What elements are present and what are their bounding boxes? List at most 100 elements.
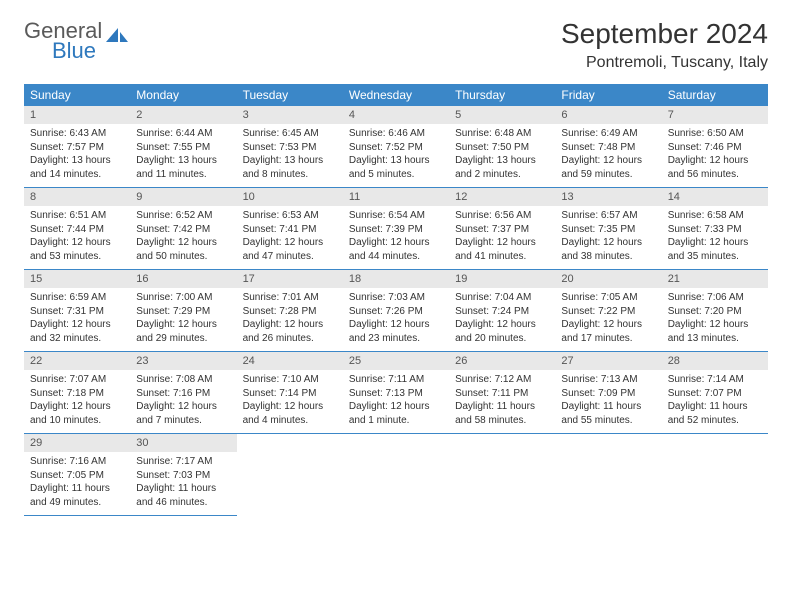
day-number: 26 — [449, 352, 555, 370]
day-number: 16 — [130, 270, 236, 288]
calendar-cell: 9Sunrise: 6:52 AMSunset: 7:42 PMDaylight… — [130, 188, 236, 270]
day-number: 4 — [343, 106, 449, 124]
day-number: 5 — [449, 106, 555, 124]
sunrise-text: Sunrise: 6:43 AM — [30, 127, 124, 141]
day-number: 23 — [130, 352, 236, 370]
daylight-text: Daylight: 13 hours — [136, 154, 230, 168]
day-details: Sunrise: 7:03 AMSunset: 7:26 PMDaylight:… — [343, 288, 449, 351]
day-number: 21 — [662, 270, 768, 288]
calendar-cell: 25Sunrise: 7:11 AMSunset: 7:13 PMDayligh… — [343, 352, 449, 434]
daylight-text: Daylight: 13 hours — [455, 154, 549, 168]
daylight-text: and 50 minutes. — [136, 250, 230, 264]
daylight-text: Daylight: 12 hours — [30, 318, 124, 332]
daylight-text: Daylight: 12 hours — [30, 400, 124, 414]
sunrise-text: Sunrise: 7:17 AM — [136, 455, 230, 469]
day-number: 15 — [24, 270, 130, 288]
daylight-text: Daylight: 12 hours — [243, 318, 337, 332]
calendar-cell: 13Sunrise: 6:57 AMSunset: 7:35 PMDayligh… — [555, 188, 661, 270]
day-number: 11 — [343, 188, 449, 206]
day-details: Sunrise: 6:52 AMSunset: 7:42 PMDaylight:… — [130, 206, 236, 269]
calendar-row: 15Sunrise: 6:59 AMSunset: 7:31 PMDayligh… — [24, 270, 768, 352]
sunrise-text: Sunrise: 7:14 AM — [668, 373, 762, 387]
calendar-cell — [662, 434, 768, 516]
day-details: Sunrise: 6:43 AMSunset: 7:57 PMDaylight:… — [24, 124, 130, 187]
sunset-text: Sunset: 7:22 PM — [561, 305, 655, 319]
day-details: Sunrise: 6:59 AMSunset: 7:31 PMDaylight:… — [24, 288, 130, 351]
sunset-text: Sunset: 7:13 PM — [349, 387, 443, 401]
calendar-cell: 30Sunrise: 7:17 AMSunset: 7:03 PMDayligh… — [130, 434, 236, 516]
day-details: Sunrise: 7:07 AMSunset: 7:18 PMDaylight:… — [24, 370, 130, 433]
day-details: Sunrise: 7:14 AMSunset: 7:07 PMDaylight:… — [662, 370, 768, 433]
daylight-text: Daylight: 12 hours — [561, 154, 655, 168]
sunrise-text: Sunrise: 6:57 AM — [561, 209, 655, 223]
sunset-text: Sunset: 7:53 PM — [243, 141, 337, 155]
sunrise-text: Sunrise: 7:04 AM — [455, 291, 549, 305]
day-details: Sunrise: 7:12 AMSunset: 7:11 PMDaylight:… — [449, 370, 555, 433]
sunrise-text: Sunrise: 6:54 AM — [349, 209, 443, 223]
day-number: 25 — [343, 352, 449, 370]
day-details: Sunrise: 6:44 AMSunset: 7:55 PMDaylight:… — [130, 124, 236, 187]
calendar-cell: 29Sunrise: 7:16 AMSunset: 7:05 PMDayligh… — [24, 434, 130, 516]
calendar-cell: 8Sunrise: 6:51 AMSunset: 7:44 PMDaylight… — [24, 188, 130, 270]
weekday-header: Monday — [130, 84, 236, 106]
weekday-header: Saturday — [662, 84, 768, 106]
day-details: Sunrise: 6:54 AMSunset: 7:39 PMDaylight:… — [343, 206, 449, 269]
daylight-text: Daylight: 13 hours — [243, 154, 337, 168]
sunrise-text: Sunrise: 7:03 AM — [349, 291, 443, 305]
calendar-cell: 12Sunrise: 6:56 AMSunset: 7:37 PMDayligh… — [449, 188, 555, 270]
daylight-text: Daylight: 12 hours — [668, 318, 762, 332]
sunset-text: Sunset: 7:39 PM — [349, 223, 443, 237]
calendar-cell — [555, 434, 661, 516]
sunset-text: Sunset: 7:16 PM — [136, 387, 230, 401]
daylight-text: and 13 minutes. — [668, 332, 762, 346]
sunrise-text: Sunrise: 7:16 AM — [30, 455, 124, 469]
day-number: 8 — [24, 188, 130, 206]
calendar-row: 29Sunrise: 7:16 AMSunset: 7:05 PMDayligh… — [24, 434, 768, 516]
daylight-text: and 4 minutes. — [243, 414, 337, 428]
day-number: 14 — [662, 188, 768, 206]
daylight-text: Daylight: 12 hours — [349, 236, 443, 250]
sunrise-text: Sunrise: 6:59 AM — [30, 291, 124, 305]
sunrise-text: Sunrise: 6:51 AM — [30, 209, 124, 223]
calendar-page: GeneralBlue September 2024 Pontremoli, T… — [0, 0, 792, 534]
daylight-text: and 26 minutes. — [243, 332, 337, 346]
day-details: Sunrise: 7:13 AMSunset: 7:09 PMDaylight:… — [555, 370, 661, 433]
daylight-text: and 47 minutes. — [243, 250, 337, 264]
sunrise-text: Sunrise: 7:08 AM — [136, 373, 230, 387]
calendar-cell: 23Sunrise: 7:08 AMSunset: 7:16 PMDayligh… — [130, 352, 236, 434]
daylight-text: and 49 minutes. — [30, 496, 124, 510]
day-details: Sunrise: 6:46 AMSunset: 7:52 PMDaylight:… — [343, 124, 449, 187]
sunrise-text: Sunrise: 7:13 AM — [561, 373, 655, 387]
sunset-text: Sunset: 7:03 PM — [136, 469, 230, 483]
day-details: Sunrise: 7:16 AMSunset: 7:05 PMDaylight:… — [24, 452, 130, 515]
day-number: 27 — [555, 352, 661, 370]
calendar-cell — [343, 434, 449, 516]
calendar-cell: 6Sunrise: 6:49 AMSunset: 7:48 PMDaylight… — [555, 106, 661, 188]
sunrise-text: Sunrise: 7:11 AM — [349, 373, 443, 387]
sunset-text: Sunset: 7:33 PM — [668, 223, 762, 237]
calendar-cell: 11Sunrise: 6:54 AMSunset: 7:39 PMDayligh… — [343, 188, 449, 270]
daylight-text: Daylight: 12 hours — [561, 236, 655, 250]
sunrise-text: Sunrise: 7:10 AM — [243, 373, 337, 387]
sunset-text: Sunset: 7:55 PM — [136, 141, 230, 155]
calendar-cell: 26Sunrise: 7:12 AMSunset: 7:11 PMDayligh… — [449, 352, 555, 434]
calendar-cell: 1Sunrise: 6:43 AMSunset: 7:57 PMDaylight… — [24, 106, 130, 188]
sunset-text: Sunset: 7:26 PM — [349, 305, 443, 319]
day-number: 3 — [237, 106, 343, 124]
sunset-text: Sunset: 7:52 PM — [349, 141, 443, 155]
day-details: Sunrise: 6:56 AMSunset: 7:37 PMDaylight:… — [449, 206, 555, 269]
calendar-cell — [237, 434, 343, 516]
calendar-row: 22Sunrise: 7:07 AMSunset: 7:18 PMDayligh… — [24, 352, 768, 434]
calendar-cell: 3Sunrise: 6:45 AMSunset: 7:53 PMDaylight… — [237, 106, 343, 188]
sunrise-text: Sunrise: 6:53 AM — [243, 209, 337, 223]
sunrise-text: Sunrise: 7:07 AM — [30, 373, 124, 387]
day-details: Sunrise: 6:57 AMSunset: 7:35 PMDaylight:… — [555, 206, 661, 269]
sunrise-text: Sunrise: 6:52 AM — [136, 209, 230, 223]
sunset-text: Sunset: 7:29 PM — [136, 305, 230, 319]
daylight-text: Daylight: 13 hours — [349, 154, 443, 168]
calendar-cell: 16Sunrise: 7:00 AMSunset: 7:29 PMDayligh… — [130, 270, 236, 352]
calendar-row: 1Sunrise: 6:43 AMSunset: 7:57 PMDaylight… — [24, 106, 768, 188]
day-number: 17 — [237, 270, 343, 288]
sunrise-text: Sunrise: 6:56 AM — [455, 209, 549, 223]
daylight-text: and 14 minutes. — [30, 168, 124, 182]
